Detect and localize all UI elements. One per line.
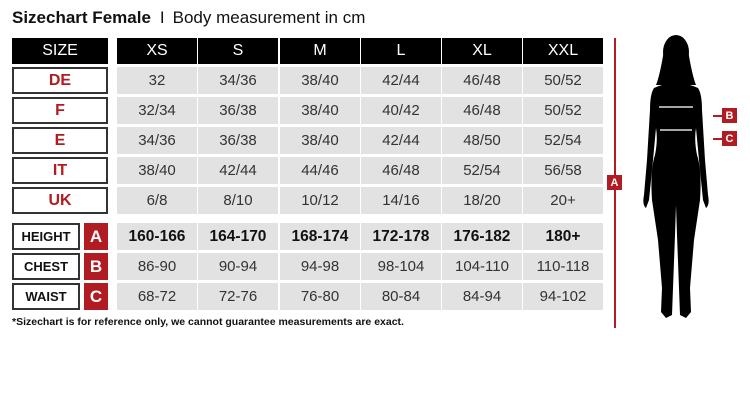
measure-cell: 98-104	[361, 253, 441, 280]
measure-cell: 110-118	[523, 253, 603, 280]
size-header-s: S	[198, 38, 278, 64]
measure-label-height: HEIGHT	[12, 223, 80, 250]
title-separator: I	[159, 8, 165, 27]
size-system-label-de: DE	[12, 67, 108, 94]
measure-cell: 68-72	[117, 283, 197, 310]
size-cell: 56/58	[523, 157, 603, 184]
size-cell: 34/36	[117, 127, 197, 154]
height-marker-badge: A	[607, 175, 622, 190]
size-cell: 38/40	[280, 97, 360, 124]
measure-label-chest: CHEST	[12, 253, 80, 280]
size-cell: 50/52	[523, 67, 603, 94]
measure-badge-a: A	[84, 223, 108, 250]
size-cell: 38/40	[280, 127, 360, 154]
measure-cell: 180+	[523, 223, 603, 250]
size-cell: 42/44	[361, 67, 441, 94]
measure-cell: 172-178	[361, 223, 441, 250]
waist-marker-badge: C	[722, 131, 737, 146]
size-cell: 46/48	[361, 157, 441, 184]
size-cell: 36/38	[198, 97, 278, 124]
measure-badge-b: B	[84, 253, 108, 280]
size-header-xl: XL	[442, 38, 522, 64]
size-header-l: L	[361, 38, 441, 64]
footnote: *Sizechart is for reference only, we can…	[12, 316, 404, 328]
size-cell: 48/50	[442, 127, 522, 154]
title-bold: Sizechart Female	[12, 8, 151, 27]
size-cell: 20+	[523, 187, 603, 214]
size-cell: 34/36	[198, 67, 278, 94]
size-cell: 32/34	[117, 97, 197, 124]
size-cell: 46/48	[442, 97, 522, 124]
size-cell: 38/40	[280, 67, 360, 94]
size-system-label-it: IT	[12, 157, 108, 184]
size-cell: 32	[117, 67, 197, 94]
measure-badge-c: C	[84, 283, 108, 310]
measure-cell: 176-182	[442, 223, 522, 250]
chest-marker-badge: B	[722, 108, 737, 123]
size-cell: 40/42	[361, 97, 441, 124]
measure-cell: 86-90	[117, 253, 197, 280]
size-cell: 36/38	[198, 127, 278, 154]
size-cell: 42/44	[198, 157, 278, 184]
size-cell: 18/20	[442, 187, 522, 214]
measure-cell: 104-110	[442, 253, 522, 280]
size-header-xxl: XXL	[523, 38, 603, 64]
size-cell: 44/46	[280, 157, 360, 184]
size-cell: 52/54	[442, 157, 522, 184]
measure-cell: 160-166	[117, 223, 197, 250]
measure-cell: 90-94	[198, 253, 278, 280]
measure-cell: 94-98	[280, 253, 360, 280]
size-header-xs: XS	[117, 38, 197, 64]
size-system-label-e: E	[12, 127, 108, 154]
size-header-label: SIZE	[12, 38, 108, 64]
size-cell: 38/40	[117, 157, 197, 184]
measure-cell: 76-80	[280, 283, 360, 310]
chest-tick	[713, 115, 722, 117]
size-system-label-uk: UK	[12, 187, 108, 214]
measure-cell: 164-170	[198, 223, 278, 250]
waist-tick	[713, 138, 722, 140]
measure-label-waist: WAIST	[12, 283, 80, 310]
title-subtitle: Body measurement in cm	[172, 8, 366, 27]
size-cell: 50/52	[523, 97, 603, 124]
measure-cell: 94-102	[523, 283, 603, 310]
size-cell: 52/54	[523, 127, 603, 154]
size-cell: 6/8	[117, 187, 197, 214]
female-silhouette-icon	[643, 35, 709, 318]
size-cell: 14/16	[361, 187, 441, 214]
size-cell: 10/12	[280, 187, 360, 214]
measure-cell: 84-94	[442, 283, 522, 310]
measure-cell: 168-174	[280, 223, 360, 250]
size-system-label-f: F	[12, 97, 108, 124]
measure-cell: 72-76	[198, 283, 278, 310]
size-cell: 42/44	[361, 127, 441, 154]
size-header-m: M	[280, 38, 360, 64]
size-cell: 8/10	[198, 187, 278, 214]
page-title: Sizechart Female I Body measurement in cm	[12, 8, 365, 28]
size-cell: 46/48	[442, 67, 522, 94]
measure-cell: 80-84	[361, 283, 441, 310]
